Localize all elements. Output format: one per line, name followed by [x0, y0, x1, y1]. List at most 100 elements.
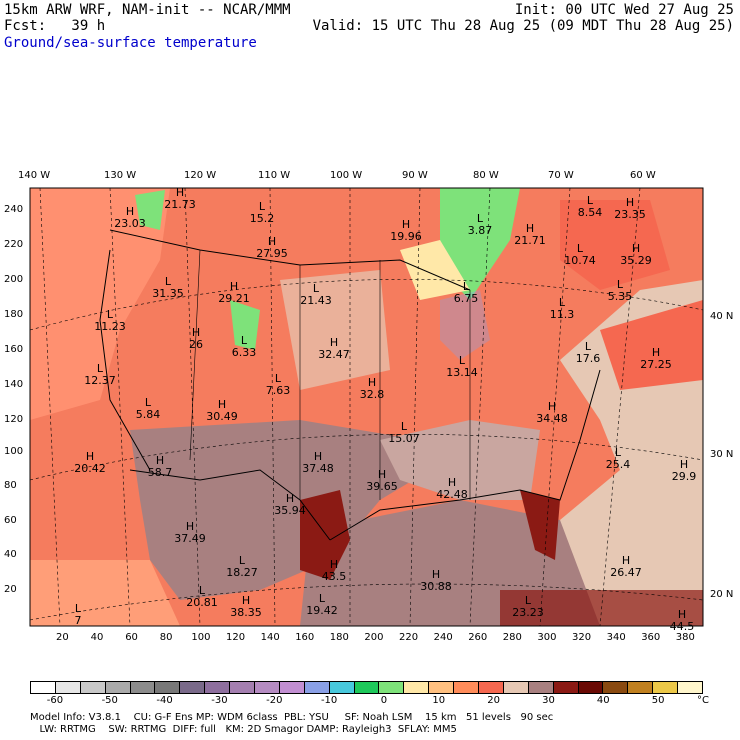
center-value-label: 32.8: [360, 388, 385, 401]
pressure-center: L25.4: [606, 446, 631, 471]
center-type-label: H: [126, 205, 134, 218]
colorbar-swatch: [628, 682, 654, 693]
center-value-label: 15.2: [250, 212, 275, 225]
x-tick-label: 320: [572, 632, 592, 643]
pressure-center: L3.87: [468, 212, 493, 237]
colorbar-swatch: [354, 682, 380, 693]
center-type-label: H: [230, 280, 238, 293]
southwest-hot: [130, 420, 430, 600]
center-type-label: H: [678, 608, 686, 621]
pressure-center: L11.3: [550, 296, 575, 321]
y-tick-label: 120: [4, 414, 24, 425]
colorbar-swatch: [503, 682, 529, 693]
colorbar-swatch: [553, 682, 579, 693]
center-value-label: 38.35: [230, 606, 262, 619]
pressure-center: H21.71: [514, 222, 546, 247]
colorbar-label: -50: [101, 695, 118, 706]
pressure-center: H19.96: [390, 218, 422, 243]
colorbar-swatch: [55, 682, 81, 693]
center-value-label: 11.23: [94, 320, 126, 333]
pressure-center: L10.74: [564, 242, 596, 267]
colorbar-unit: °C: [697, 695, 709, 706]
center-type-label: H: [156, 454, 164, 467]
y-tick-label: 80: [4, 480, 17, 491]
center-type-label: H: [680, 458, 688, 471]
colorbar-swatch: [180, 682, 206, 693]
pressure-center: H30.49: [206, 398, 238, 423]
colorbar-swatch: [279, 682, 305, 693]
colorbar-swatch: [130, 682, 156, 693]
center-type-label: L: [559, 296, 566, 309]
pressure-center: H35.94: [274, 492, 306, 517]
header-valid-time: Valid: 15 UTC Thu 28 Aug 25 (09 MDT Thu …: [312, 18, 734, 34]
x-tick-label: 20: [56, 632, 69, 643]
center-type-label: H: [402, 218, 410, 231]
center-value-label: 18.27: [226, 566, 258, 579]
center-value-label: 19.96: [390, 230, 422, 243]
header-field-name: Ground/sea-surface temperature: [4, 35, 257, 51]
pressure-center: L5.84: [136, 396, 161, 421]
center-value-label: 21.43: [300, 294, 332, 307]
pressure-center: L15.2: [250, 200, 275, 225]
center-type-label: L: [75, 602, 82, 615]
center-value-label: 13.14: [446, 366, 478, 379]
center-type-label: H: [242, 594, 250, 607]
colorbar-swatch: [105, 682, 131, 693]
center-type-label: H: [286, 492, 294, 505]
center-type-label: L: [199, 584, 206, 597]
center-value-label: 7.63: [266, 384, 291, 397]
y-tick-label: 20: [4, 584, 17, 595]
center-type-label: H: [314, 450, 322, 463]
colorbar-swatch: [479, 682, 504, 693]
pressure-center: L7: [75, 602, 82, 627]
center-value-label: 29.21: [218, 292, 250, 305]
colorbar-swatch: [404, 682, 430, 693]
x-tick-label: 380: [675, 632, 695, 643]
pressure-center: H26.47: [610, 554, 642, 579]
quebec: [560, 200, 670, 290]
pressure-center: H27.25: [640, 346, 672, 371]
x-tick-label: 360: [641, 632, 661, 643]
center-value-label: 30.49: [206, 410, 238, 423]
center-type-label: L: [463, 280, 470, 293]
pressure-center: L7.63: [266, 372, 291, 397]
pressure-center: L6.33: [232, 334, 257, 359]
header-forecast-hour: Fcst: 39 h: [4, 18, 106, 34]
center-value-label: 34.48: [536, 412, 568, 425]
center-type-label: L: [401, 420, 408, 433]
center-value-label: 25.4: [606, 458, 631, 471]
x-tick-label: 180: [329, 632, 349, 643]
map-graticule: [29, 187, 704, 627]
x-tick-label: 300: [537, 632, 557, 643]
pressure-center: L6.75: [454, 280, 479, 305]
pressure-center: L31.35: [152, 275, 184, 300]
center-type-label: H: [86, 450, 94, 463]
header-model-title: 15km ARW WRF, NAM-init -- NCAR/MMM: [4, 2, 291, 18]
lat-label-40n: 40 N: [710, 311, 734, 322]
colorbar-swatch: [31, 682, 56, 693]
center-type-label: L: [459, 354, 466, 367]
center-type-label: H: [622, 554, 630, 567]
center-type-label: H: [192, 326, 200, 339]
center-value-label: 20.42: [74, 462, 106, 475]
center-type-label: H: [330, 336, 338, 349]
x-tick-label: 60: [125, 632, 138, 643]
x-tick-label: 140: [260, 632, 280, 643]
pressure-center: H38.35: [230, 594, 262, 619]
center-type-label: H: [526, 222, 534, 235]
colorbar-label: 50: [651, 695, 665, 706]
center-type-label: H: [176, 186, 184, 199]
center-type-label: L: [241, 334, 248, 347]
y-tick-label: 180: [4, 309, 24, 320]
x-tick-label: 240: [433, 632, 453, 643]
center-value-label: 23.23: [512, 606, 544, 619]
center-value-label: 8.54: [578, 206, 603, 219]
center-value-label: 6.33: [232, 346, 257, 359]
x-tick-label: 120: [226, 632, 246, 643]
pressure-center: L23.23: [512, 594, 544, 619]
center-type-label: L: [617, 278, 624, 291]
center-value-label: 37.49: [174, 532, 206, 545]
x-tick-label: 100: [191, 632, 211, 643]
lon-label-110w: 110 W: [258, 170, 291, 181]
center-type-label: L: [587, 194, 594, 207]
